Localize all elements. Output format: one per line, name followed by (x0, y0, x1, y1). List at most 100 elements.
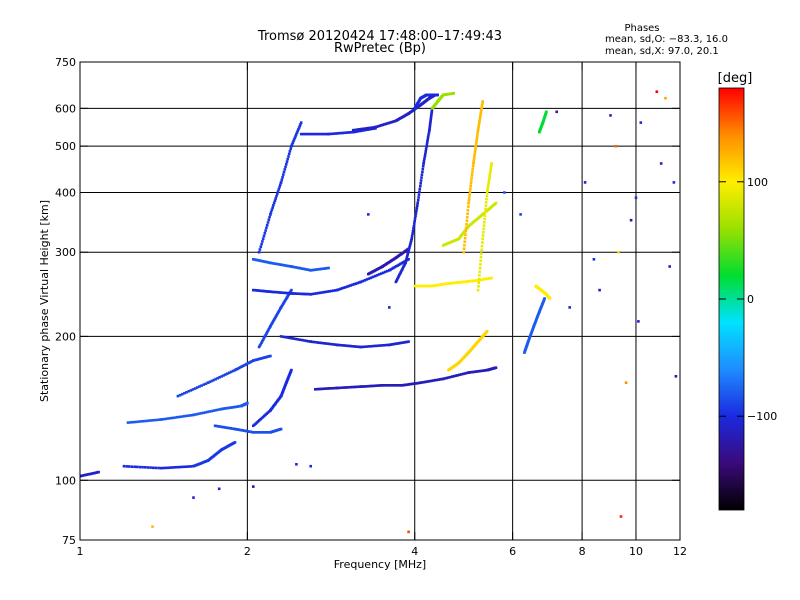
data-point (258, 248, 262, 251)
data-point (392, 384, 396, 387)
data-point (133, 465, 136, 469)
data-point (390, 343, 394, 346)
data-point (276, 311, 280, 315)
data-point (130, 465, 134, 468)
data-point (281, 263, 284, 267)
data-point (128, 465, 131, 468)
data-point (475, 136, 479, 139)
data-point (406, 251, 410, 254)
data-point (176, 415, 179, 419)
data-point (387, 121, 390, 125)
data-point (367, 345, 371, 348)
data-point (259, 342, 263, 346)
data-point (436, 93, 439, 97)
data-point (318, 291, 322, 295)
y-tick-label: 500 (55, 140, 76, 153)
data-point (299, 121, 303, 124)
data-point (290, 292, 293, 295)
data-point (487, 180, 491, 184)
data-point (371, 384, 375, 388)
data-point (273, 290, 277, 294)
data-point (356, 281, 359, 285)
data-point (429, 116, 433, 119)
data-point (216, 376, 219, 380)
data-point (252, 485, 255, 488)
data-point (402, 264, 406, 267)
data-point (150, 419, 153, 422)
data-point (351, 385, 354, 389)
data-point (265, 226, 268, 230)
data-point (465, 215, 469, 219)
data-point (265, 223, 269, 227)
data-point (279, 291, 283, 294)
data-point (219, 425, 223, 428)
data-point (467, 371, 470, 374)
data-point (487, 182, 490, 186)
data-point (371, 275, 375, 279)
data-point (373, 344, 377, 348)
data-point (287, 152, 291, 156)
data-point (354, 282, 358, 285)
data-point (359, 127, 363, 131)
data-point (315, 292, 318, 295)
data-point (476, 288, 480, 292)
data-point (485, 197, 488, 201)
data-point (430, 110, 434, 113)
data-point (401, 384, 404, 387)
data-point (335, 288, 339, 292)
data-point (133, 420, 137, 424)
data-point (364, 128, 368, 132)
data-point (490, 162, 493, 165)
data-point (324, 387, 328, 390)
data-point (467, 205, 470, 208)
data-point (277, 310, 281, 313)
data-point (157, 418, 161, 421)
data-point (210, 409, 214, 413)
data-point (386, 343, 389, 347)
plot-frame (79, 61, 681, 541)
data-point (266, 221, 270, 224)
data-point (412, 382, 416, 385)
data-point (224, 373, 227, 376)
data-point (354, 345, 358, 348)
data-point (187, 414, 191, 417)
data-point (333, 343, 337, 346)
data-point (261, 237, 265, 240)
data-point (279, 263, 283, 266)
data-point (403, 260, 406, 263)
data-point (366, 128, 369, 131)
colorbar-ticks: 100 0 −100 (719, 176, 777, 423)
data-point (141, 465, 144, 469)
data-point (267, 327, 271, 331)
data-point (427, 133, 430, 137)
data-point (364, 385, 367, 388)
data-point (481, 234, 485, 237)
data-point (309, 340, 312, 343)
data-point (270, 322, 274, 325)
data-point (367, 126, 371, 130)
data-point (368, 384, 372, 388)
data-point (351, 128, 355, 132)
data-point (287, 155, 290, 158)
data-point (424, 380, 427, 384)
data-point (435, 378, 438, 382)
data-point (464, 226, 468, 229)
data-point (173, 416, 177, 419)
data-point (369, 345, 373, 348)
y-tick-label: 600 (55, 102, 76, 115)
data-point (286, 336, 289, 339)
data-point (299, 267, 303, 270)
data-point (279, 427, 283, 431)
data-point (420, 173, 424, 177)
data-point (463, 372, 467, 375)
data-point (332, 386, 336, 390)
data-point (443, 377, 447, 380)
data-point (477, 124, 480, 128)
data-point (405, 256, 409, 259)
data-point (342, 286, 346, 289)
data-point (464, 233, 467, 236)
data-point (426, 136, 430, 139)
data-point (363, 127, 366, 130)
data-point (467, 199, 471, 202)
data-point (282, 263, 286, 267)
